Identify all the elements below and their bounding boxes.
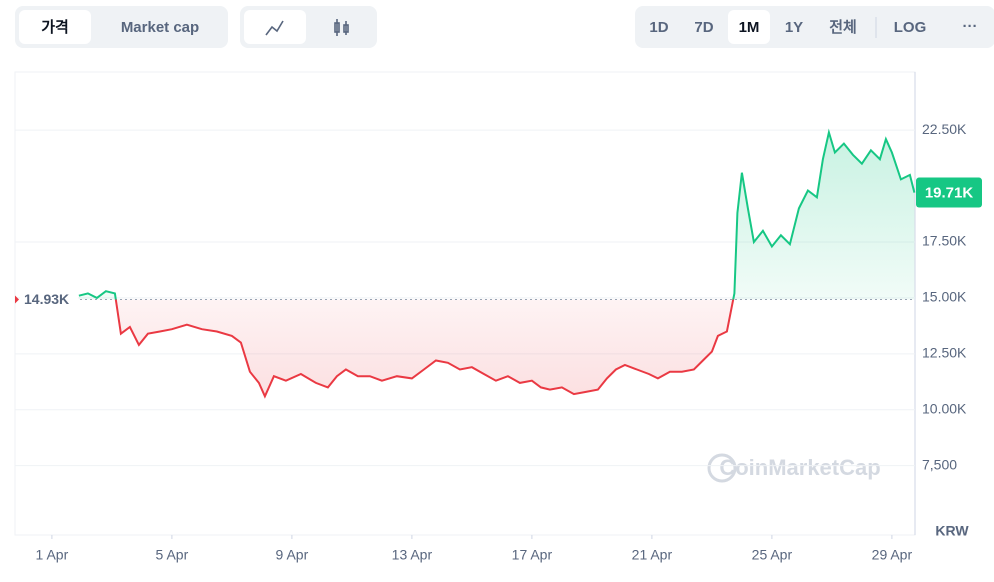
- more-button[interactable]: ···: [963, 18, 978, 35]
- y-tick-label: 12.50K: [922, 345, 967, 361]
- x-tick-label: 25 Apr: [752, 547, 793, 563]
- y-tick-label: 7,500: [922, 456, 957, 472]
- line-icon: [265, 20, 284, 36]
- x-tick-label: 9 Apr: [276, 547, 309, 563]
- x-tick-label: 5 Apr: [156, 547, 189, 563]
- candle-icon[interactable]: [334, 19, 349, 36]
- last-price-label: 19.71K: [925, 185, 974, 202]
- watermark: CoinMarketCap: [719, 455, 880, 480]
- watermark-logo: [707, 453, 737, 483]
- x-tick-label: 29 Apr: [872, 547, 913, 563]
- range-button[interactable]: 1M: [739, 19, 760, 36]
- tab[interactable]: Market cap: [121, 19, 199, 36]
- last-price-badge: [916, 177, 982, 208]
- range-button[interactable]: 전체: [829, 19, 857, 36]
- x-tick-label: 21 Apr: [632, 547, 673, 563]
- baseline-marker: [15, 295, 19, 304]
- range-button[interactable]: 1Y: [785, 19, 803, 36]
- tab[interactable]: 가격: [41, 18, 69, 36]
- y-tick-label: 17.50K: [922, 233, 967, 249]
- range-active-bg: [728, 10, 770, 44]
- range-button[interactable]: 7D: [694, 19, 713, 36]
- baseline-label-bg: [20, 290, 78, 309]
- line-style-button[interactable]: [244, 10, 306, 44]
- unit-label: KRW: [935, 523, 969, 539]
- range-button[interactable]: LOG: [894, 19, 927, 36]
- range-group: [635, 6, 994, 48]
- x-tick-label: 17 Apr: [512, 547, 553, 563]
- y-tick-label: 10.00K: [922, 400, 967, 416]
- tab-active-bg: [19, 10, 91, 44]
- x-tick-label: 1 Apr: [36, 547, 69, 563]
- baseline-label: 14.93K: [24, 291, 69, 307]
- y-tick-label: 15.00K: [922, 289, 967, 305]
- price-area: [78, 132, 915, 397]
- range-button[interactable]: 1D: [649, 19, 668, 36]
- x-tick-label: 13 Apr: [392, 547, 433, 563]
- price-line: [78, 128, 916, 399]
- y-tick-label: 22.50K: [922, 121, 967, 137]
